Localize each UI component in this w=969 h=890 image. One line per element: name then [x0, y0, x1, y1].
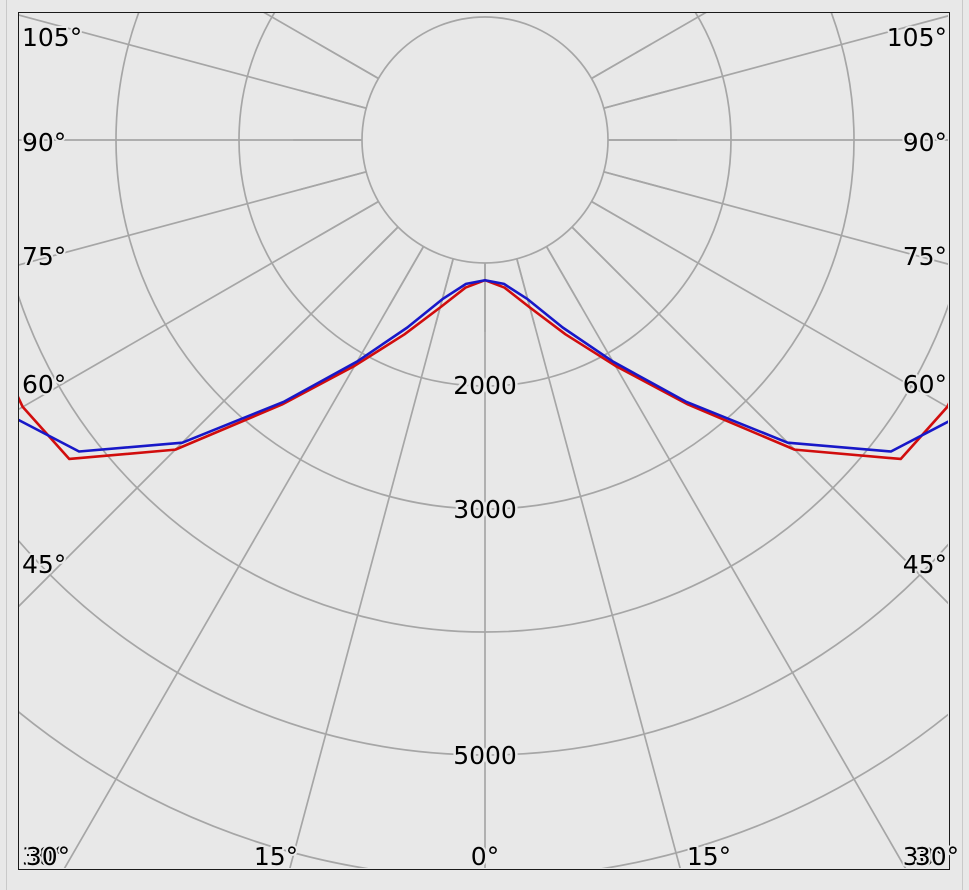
angle-label-left: 105°: [22, 23, 82, 52]
angle-label-right: 45°: [903, 550, 947, 579]
grid-spoke: [19, 226, 399, 608]
plot-frame-border: [18, 12, 950, 870]
angle-label-left: 75°: [22, 242, 66, 271]
grid-spoke-stub: [434, 258, 454, 326]
left-gutter-line: [6, 0, 7, 890]
grid-spoke-stub: [299, 171, 367, 191]
angle-label-right: 90°: [903, 128, 947, 157]
angle-label-bottom: 0°: [471, 842, 499, 871]
grid-spoke-stub: [571, 226, 622, 277]
angle-label-left: 90°: [22, 128, 66, 157]
grid-spoke: [591, 200, 948, 409]
grid-spoke-stub: [318, 200, 379, 237]
angle-label-right: 60°: [903, 370, 947, 399]
grid-spoke: [63, 246, 425, 868]
grid-spoke: [289, 258, 454, 868]
grid-spoke-stub: [545, 246, 582, 307]
grid-spoke: [603, 171, 948, 265]
grid-spoke: [603, 15, 948, 109]
angle-label-right: 105°: [887, 23, 947, 52]
grid-spoke: [19, 14, 367, 109]
grid-spoke: [19, 171, 367, 266]
angle-label-bottom: 30°: [915, 842, 959, 871]
radial-value-label: 5000: [453, 741, 517, 770]
grid-spoke-stub: [591, 43, 652, 80]
grid-spoke: [545, 246, 907, 868]
angle-label-left: 45°: [22, 550, 66, 579]
angle-label-bottom: 30°: [26, 842, 70, 871]
right-gutter-line: [962, 0, 963, 890]
grid-spoke: [19, 200, 379, 411]
grid-spoke-stub: [603, 171, 671, 191]
grid-ring: [361, 16, 609, 264]
grid-spoke-stub: [388, 246, 425, 307]
angle-label-right: 30°: [903, 842, 947, 871]
grid-spoke-stub: [318, 43, 379, 80]
grid-spoke: [571, 226, 948, 605]
distribution-curves: [19, 278, 948, 461]
grid-spoke-stub: [299, 89, 367, 109]
grid-spoke-stub: [516, 258, 536, 326]
angle-label-left: 60°: [22, 370, 66, 399]
grid-spoke-stub: [603, 89, 671, 109]
curve-c90-c270: [19, 278, 948, 453]
grid-spoke: [516, 258, 681, 868]
grid-spoke-stub: [348, 226, 399, 277]
radial-value-label: 2000: [453, 371, 517, 400]
radial-value-label: 3000: [453, 495, 517, 524]
angle-label-bottom: 15°: [254, 842, 298, 871]
angle-label-right: 75°: [903, 242, 947, 271]
grid-spoke-stub: [591, 200, 652, 237]
angle-label-left: 30°: [22, 842, 66, 871]
angle-label-bottom: 15°: [687, 842, 731, 871]
chart-labels: 105°90°75°60°45°30°105°90°75°60°45°30°30…: [20, 21, 961, 873]
